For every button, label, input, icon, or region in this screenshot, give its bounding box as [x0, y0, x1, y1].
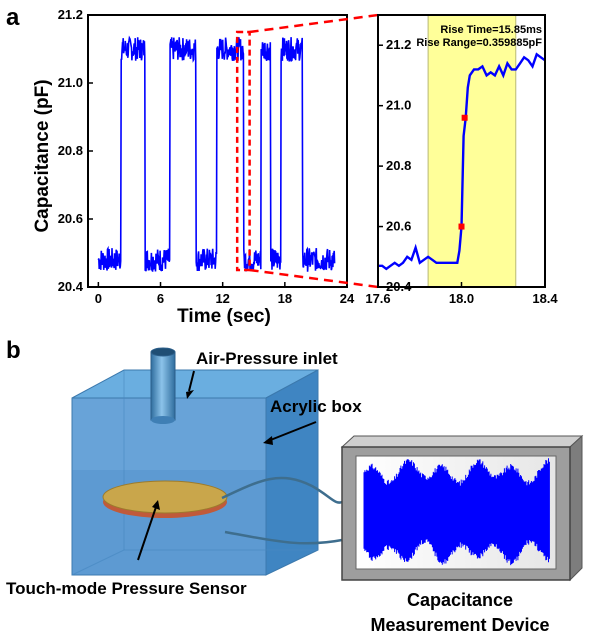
inset-x-tick-label: 18.4 [532, 291, 558, 306]
panel-b-letter: b [6, 337, 21, 364]
inset-y-tick-label: 21.2 [386, 37, 411, 52]
inset-y-tick-label: 20.4 [386, 279, 412, 294]
inset-y-tick-label: 21.0 [386, 98, 411, 113]
inset-signal-line [378, 52, 546, 271]
y-tick-label: 21.0 [58, 75, 83, 90]
acrylic-box [71, 369, 319, 576]
air-inlet-pipe [150, 347, 176, 424]
x-axis-title: Time (sec) [177, 306, 271, 327]
main-signal-line [97, 35, 336, 272]
zoom-box [235, 30, 251, 272]
zoom-line-bottom [249, 268, 379, 289]
panel-a-letter: a [6, 4, 20, 31]
sensor-arrow [137, 500, 160, 561]
cable-lower [224, 530, 343, 545]
cable-upper [221, 476, 343, 504]
inset-x-tick-label: 18.0 [449, 291, 474, 306]
air-inlet-arrow [186, 370, 195, 399]
device-label-line1: Capacitance [407, 590, 513, 610]
inset-chart: 17.6 18.0 18.4 20.4 20.6 20.8 21.0 21.2 Rise Tim… [365, 14, 558, 306]
y-axis-title: Capacitance (pF) [32, 79, 53, 232]
y-tick-label: 20.4 [58, 279, 84, 294]
acrylic-box-arrow [263, 421, 317, 445]
x-tick-label: 6 [157, 291, 164, 306]
rise-annotation: Rise Time=15.85ms [440, 24, 542, 36]
y-tick-label: 20.6 [58, 211, 83, 226]
zoom-line-top [249, 13, 379, 34]
x-tick-label: 18 [278, 291, 292, 306]
y-tick-label: 20.8 [58, 143, 83, 158]
air-inlet-label: Air-Pressure inlet [196, 349, 338, 368]
rise-marker [461, 114, 468, 121]
device-signal-trace [363, 458, 550, 566]
x-tick-label: 24 [340, 291, 355, 306]
pressure-sensor-disk [102, 480, 228, 518]
device-label-line2: Measurement Device [370, 615, 549, 635]
main-chart: 0 6 12 18 24 20.4 20.6 20.8 21.0 21.2 [58, 7, 355, 306]
sensor-label: Touch-mode Pressure Sensor [6, 579, 247, 598]
zoom-connector-lines [249, 13, 379, 289]
inset-x-tick-label: 17.6 [365, 291, 390, 306]
acrylic-box-label: Acrylic box [270, 397, 362, 416]
y-tick-label: 21.2 [58, 7, 83, 22]
rise-highlight-band [427, 14, 517, 288]
x-tick-label: 12 [215, 291, 229, 306]
rise-annotation: Rise Range=0.359885pF [416, 37, 542, 49]
device-signal-path [363, 458, 550, 566]
inset-y-tick-label: 20.6 [386, 219, 411, 234]
rise-marker [458, 223, 465, 230]
x-tick-label: 0 [95, 291, 102, 306]
inset-y-tick-label: 20.8 [386, 158, 411, 173]
